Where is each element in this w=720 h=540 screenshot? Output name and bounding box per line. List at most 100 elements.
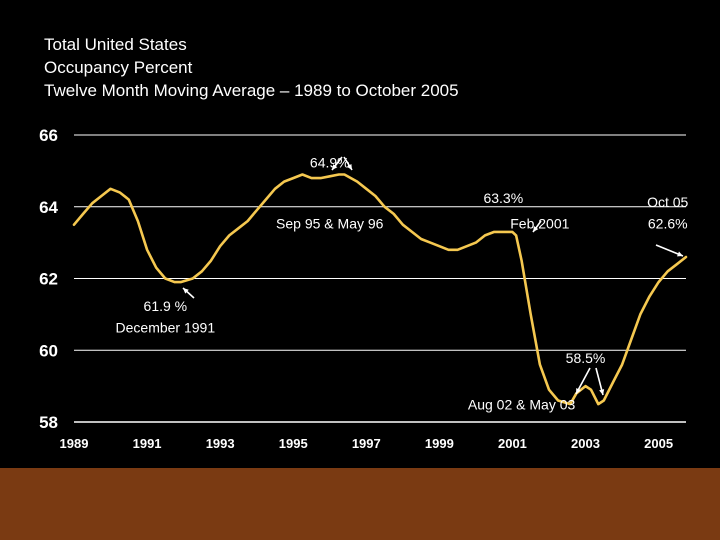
data-point — [657, 281, 660, 283]
annotation-label: 61.9 % — [144, 298, 188, 314]
data-point — [520, 259, 523, 262]
data-point — [255, 209, 258, 212]
data-point — [310, 177, 313, 179]
x-tick-label: 2005 — [644, 436, 673, 451]
data-point — [383, 206, 386, 208]
annotation-label: 64.9% — [310, 154, 350, 170]
data-point — [128, 198, 130, 201]
arrow-oct05-head — [677, 251, 683, 257]
data-point — [648, 295, 651, 298]
data-point — [274, 188, 276, 190]
data-point — [109, 188, 112, 190]
arrow-dec1991-head — [183, 288, 189, 294]
data-point — [666, 270, 669, 273]
data-point — [639, 313, 642, 316]
arrow-layer — [182, 156, 684, 396]
series-line-occupancy — [72, 173, 688, 406]
data-point — [292, 177, 295, 179]
annotation-label: Oct 05 — [647, 194, 688, 210]
data-point — [319, 177, 322, 179]
footer-band — [0, 468, 720, 540]
axis-layer: 58 60 62 64 66 1989 1991 1993 1995 1997 1999 2001 20… — [39, 126, 686, 451]
data-point — [219, 245, 221, 247]
data-point — [676, 263, 678, 266]
data-point — [569, 403, 571, 405]
data-point — [539, 363, 541, 366]
data-point — [91, 202, 94, 204]
data-point — [155, 266, 157, 269]
data-point — [612, 381, 614, 384]
data-point — [173, 281, 176, 283]
annotation-label: 58.5% — [566, 350, 606, 366]
annotation-label: Aug 02 & May 03 — [468, 396, 576, 412]
arrow-peak-may96-head — [346, 164, 352, 170]
data-point — [557, 399, 559, 402]
data-point — [137, 220, 139, 222]
data-point — [484, 234, 486, 237]
x-tick-label: 2003 — [571, 436, 600, 451]
annotation-label: Sep 95 & May 96 — [276, 215, 384, 231]
data-point — [338, 173, 340, 176]
x-tick-label: 1995 — [279, 436, 308, 451]
x-tick-label: 1999 — [425, 436, 454, 451]
data-point — [228, 234, 231, 237]
x-tick-label: 1991 — [133, 436, 162, 451]
y-tick-label: 62 — [39, 270, 58, 289]
data-point — [493, 231, 496, 233]
x-tick-label: 2001 — [498, 436, 527, 451]
x-tick-label: 1997 — [352, 436, 381, 451]
data-point — [515, 234, 517, 237]
arrow-feb2001-head — [533, 226, 539, 232]
annotation-label: December 1991 — [116, 319, 216, 335]
data-point — [420, 238, 422, 240]
data-point — [630, 338, 632, 341]
data-point — [597, 403, 600, 405]
y-tick-label: 58 — [39, 413, 58, 432]
data-point — [201, 270, 203, 273]
data-point — [548, 388, 550, 391]
annotation-layer: 64.9% Sep 95 & May 96 63.3% Feb 2001 Oct 05 6… — [116, 154, 689, 412]
y-tick-label: 64 — [39, 198, 58, 217]
title-line-1: Total United States — [44, 35, 187, 54]
x-tick-label: 1993 — [206, 436, 235, 451]
data-point — [438, 245, 441, 247]
data-point — [466, 245, 468, 247]
data-point — [100, 195, 103, 197]
data-point — [73, 223, 75, 226]
data-point — [82, 213, 84, 215]
data-point — [365, 188, 368, 190]
data-point — [590, 388, 592, 391]
data-point — [146, 249, 148, 251]
annotation-label: 62.6% — [648, 215, 688, 231]
data-point — [402, 223, 404, 226]
data-point — [356, 180, 359, 183]
data-point — [179, 281, 182, 283]
y-tick-label: 66 — [39, 126, 58, 145]
data-point — [685, 256, 687, 258]
data-point — [374, 195, 377, 197]
data-point — [603, 399, 605, 402]
data-point — [246, 220, 249, 222]
data-point — [447, 249, 450, 251]
data-point — [584, 385, 587, 387]
arrow-peak-sep95-head — [332, 164, 338, 170]
data-point — [283, 180, 285, 183]
data-point — [392, 213, 395, 215]
y-tick-label: 60 — [39, 341, 58, 360]
data-point — [456, 249, 459, 251]
data-point — [529, 313, 532, 316]
annotation-label: Feb 2001 — [510, 215, 569, 231]
title-line-3: Twelve Month Moving Average – 1989 to Oc… — [44, 81, 459, 100]
occupancy-line-chart: 58 60 62 64 66 1989 1991 1993 1995 1997 1999 2001 20… — [39, 126, 689, 451]
data-point — [191, 277, 194, 280]
data-point — [502, 231, 505, 233]
title-line-2: Occupancy Percent — [44, 58, 193, 77]
data-point — [164, 277, 167, 280]
series-layer — [72, 173, 688, 406]
data-point — [329, 175, 331, 178]
data-point — [301, 173, 304, 176]
annotation-label: 63.3% — [483, 190, 523, 206]
data-point — [210, 259, 212, 262]
data-point — [475, 241, 477, 244]
